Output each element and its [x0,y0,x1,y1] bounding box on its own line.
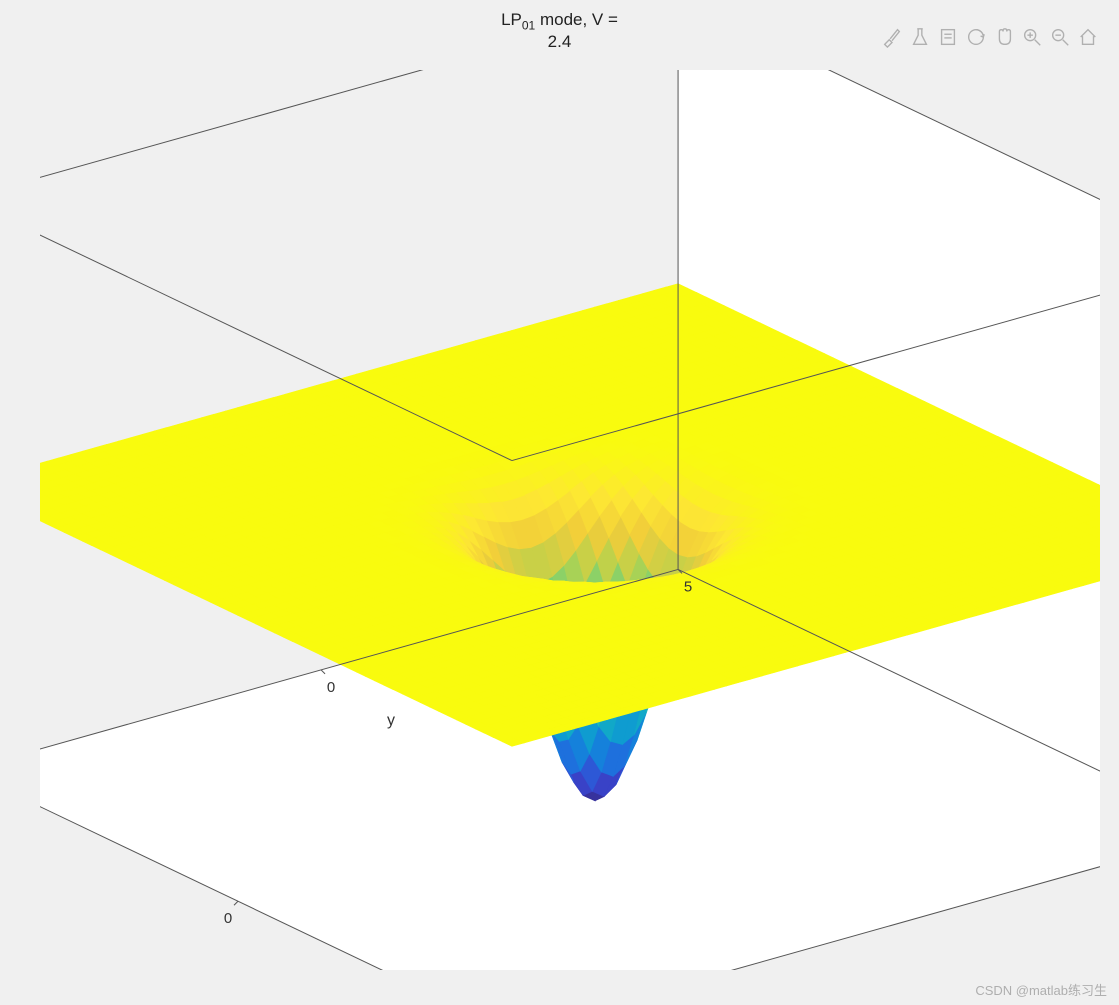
rotate-icon[interactable] [965,26,987,53]
plot-3d[interactable]: -1-0.8-0.6-0.4-0.200.20.40.60.81-505-505… [40,70,1100,970]
flask-icon[interactable] [909,26,931,53]
title-subscript: 01 [522,18,535,32]
zoom-in-icon[interactable] [1021,26,1043,53]
zoom-out-icon[interactable] [1049,26,1071,53]
figure: LP01 mode, V = 2.4 -1-0.8-0.6-0.4-0.200.… [0,0,1119,1005]
watermark: CSDN @matlab练习生 [975,980,1107,999]
brush-icon[interactable] [881,26,903,53]
pan-icon[interactable] [993,26,1015,53]
svg-text:y: y [387,712,395,729]
svg-text:0: 0 [224,910,232,927]
title-prefix: LP [501,10,522,29]
home-icon[interactable] [1077,26,1099,53]
title-suffix: mode, V = [535,10,618,29]
note-icon[interactable] [937,26,959,53]
svg-text:5: 5 [684,578,692,595]
svg-text:0: 0 [327,679,335,696]
figure-toolbar [881,26,1099,53]
